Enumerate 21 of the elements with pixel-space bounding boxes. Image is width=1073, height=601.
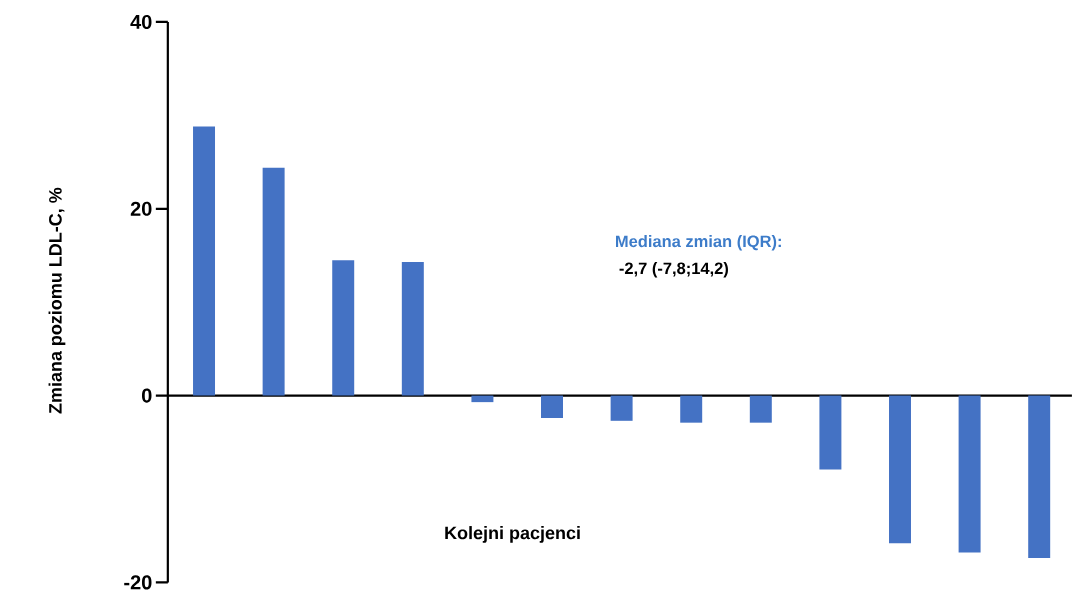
bar [958,395,981,553]
annotation: Mediana zmian (IQR): [616,234,781,251]
annotation: -2,7 (-7,8;14,2) [619,261,728,278]
y-tick-label: 20 [130,201,152,216]
bar [819,395,842,470]
bar [889,395,911,543]
bar [680,395,703,423]
bar [749,395,772,423]
bar [332,259,355,396]
y-tick-label: -20 [124,575,152,590]
y-tick-label: 40 [130,14,152,29]
x-axis-title: Kolejni pacjenci [445,525,580,543]
bar [401,261,424,396]
bar [1028,395,1051,558]
y-axis-title: Zmiana poziomu LDL-C, % [48,187,66,414]
bar [541,395,563,418]
bar [471,395,494,402]
bar [610,395,633,421]
bar [262,167,285,396]
y-tick-label: 0 [141,388,152,403]
bar [193,126,216,396]
